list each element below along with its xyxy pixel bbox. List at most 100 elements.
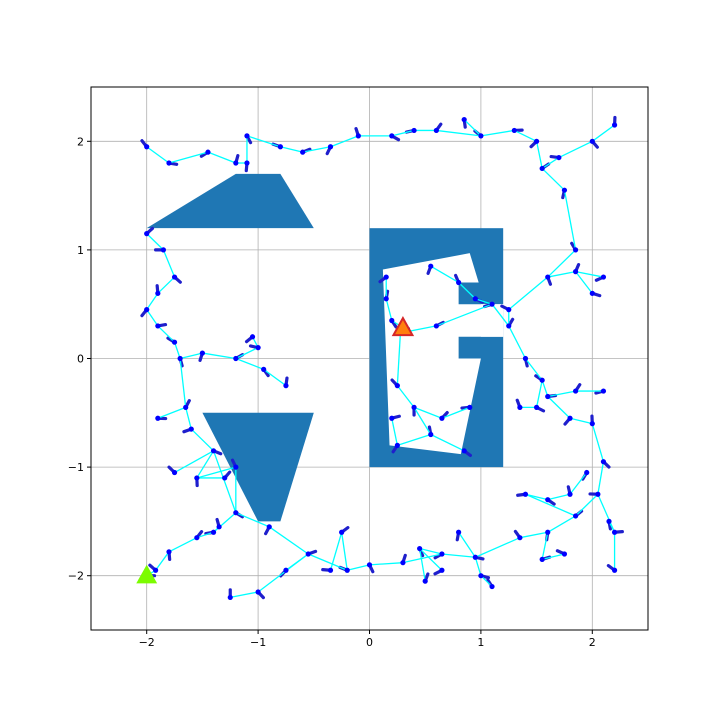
tree-edge-30 — [547, 270, 576, 278]
tree-node-25 — [489, 301, 495, 307]
tree-node-49 — [561, 187, 568, 193]
tree-edge-5 — [213, 512, 237, 533]
tree-edge-69 — [391, 418, 398, 446]
tree-edge-49 — [280, 146, 303, 153]
tree-edge-96 — [569, 472, 588, 495]
tree-edge-18 — [591, 423, 605, 462]
tree-node-107 — [255, 589, 261, 595]
tree-edge-80 — [146, 233, 164, 251]
tree-node-16 — [572, 513, 579, 519]
tree-node-62 — [327, 144, 334, 150]
tree-edge-95 — [547, 493, 571, 501]
tree-node-86 — [261, 366, 267, 372]
tree-edge-8 — [307, 553, 348, 571]
tree-edge-37 — [558, 140, 593, 159]
tree-edge-33 — [547, 249, 577, 278]
tree-edge-56 — [436, 303, 493, 327]
tree-edge-100 — [418, 548, 426, 582]
tree-node-45 — [572, 269, 579, 275]
tree-edge-31 — [575, 270, 604, 278]
tree-node-55 — [511, 127, 517, 134]
tree-node-38 — [467, 404, 473, 410]
tree-edge-27 — [430, 265, 459, 284]
tree-edge-45 — [391, 129, 415, 137]
tree-node-84 — [233, 355, 239, 362]
tree-node-21 — [545, 393, 551, 400]
tree-node-61 — [355, 133, 361, 139]
tree-node-57 — [461, 116, 467, 123]
tree-node-78 — [177, 355, 183, 362]
tree-node-24 — [506, 323, 512, 329]
tree-edge-36 — [541, 157, 560, 169]
tree-edge-14 — [519, 531, 548, 539]
tree-edge-79 — [162, 249, 176, 278]
ticks: −2 −1 0 1 2 −2 −1 0 1 2 — [68, 135, 596, 649]
tree-node-90 — [171, 469, 178, 476]
tree-edge-102 — [474, 557, 482, 576]
markers — [136, 316, 415, 584]
tree-edge-86 — [263, 368, 287, 387]
tree-node-42 — [389, 415, 395, 421]
tree-edge-11 — [402, 553, 443, 564]
tree-edge-17 — [597, 461, 605, 495]
tree-node-46 — [600, 274, 607, 280]
tree-edge-10 — [369, 562, 403, 566]
tree-edge-42 — [463, 119, 482, 137]
tree-node-47 — [589, 290, 595, 296]
tree-node-112 — [606, 518, 612, 525]
tree-node-109 — [283, 567, 289, 573]
tree-node-79 — [183, 404, 189, 410]
tree-edge-73 — [179, 358, 187, 408]
tree-edge-13 — [475, 537, 521, 558]
obstacle-lower-left-trapezoid — [202, 412, 314, 522]
tree-node-20 — [567, 415, 573, 421]
tree-node-36 — [411, 404, 417, 410]
tree-edge-99 — [419, 547, 443, 555]
tree-node-77 — [171, 339, 178, 345]
tree-edge-113 — [547, 390, 576, 398]
tree-node-101 — [439, 567, 445, 573]
tree-node-68 — [166, 160, 172, 166]
tree-node-73 — [171, 274, 178, 280]
y-tick-label-3: 1 — [77, 244, 84, 257]
tree-edge-40 — [514, 129, 537, 142]
tree-edge-75 — [157, 325, 176, 343]
tree-edge-54 — [168, 151, 209, 164]
tree-node-40 — [428, 431, 434, 438]
tree-node-94 — [545, 497, 551, 503]
tree-node-89 — [155, 415, 161, 421]
tree-edge-23 — [508, 325, 527, 359]
tree-node-48 — [572, 247, 579, 253]
tree-node-44 — [545, 274, 551, 280]
tree-node-97 — [539, 556, 545, 563]
tree-edge-16 — [575, 493, 599, 517]
tree-edge-63 — [396, 385, 415, 408]
tree-edge-57 — [408, 325, 437, 332]
y-tick-label-0: −2 — [68, 570, 84, 583]
tree-node-26 — [472, 296, 478, 302]
tree-edge-2 — [168, 537, 198, 553]
tree-edge-26 — [458, 282, 476, 300]
tree-edge-59 — [385, 298, 393, 321]
tree-node-92 — [222, 475, 228, 481]
tree-node-113 — [572, 388, 579, 394]
tree-edge-77 — [146, 292, 159, 310]
tree-edge-98 — [542, 553, 565, 561]
tree-edge-88 — [174, 450, 214, 474]
tree-node-116 — [517, 404, 523, 410]
x-tick-label-1: −1 — [250, 636, 266, 649]
tree-node-100 — [422, 578, 428, 584]
tree-edge-104 — [458, 531, 476, 558]
tree-node-72 — [160, 247, 167, 253]
tree-edge-94 — [525, 493, 548, 501]
tree-edge-41 — [480, 129, 515, 137]
tree-node-53 — [611, 122, 618, 128]
tree-node-81 — [210, 448, 217, 454]
tree-node-106 — [327, 567, 334, 573]
tree-edge-72 — [185, 407, 192, 430]
tree-node-1 — [153, 567, 159, 573]
tree-node-29 — [433, 323, 439, 329]
tree-edge-62 — [396, 328, 402, 386]
